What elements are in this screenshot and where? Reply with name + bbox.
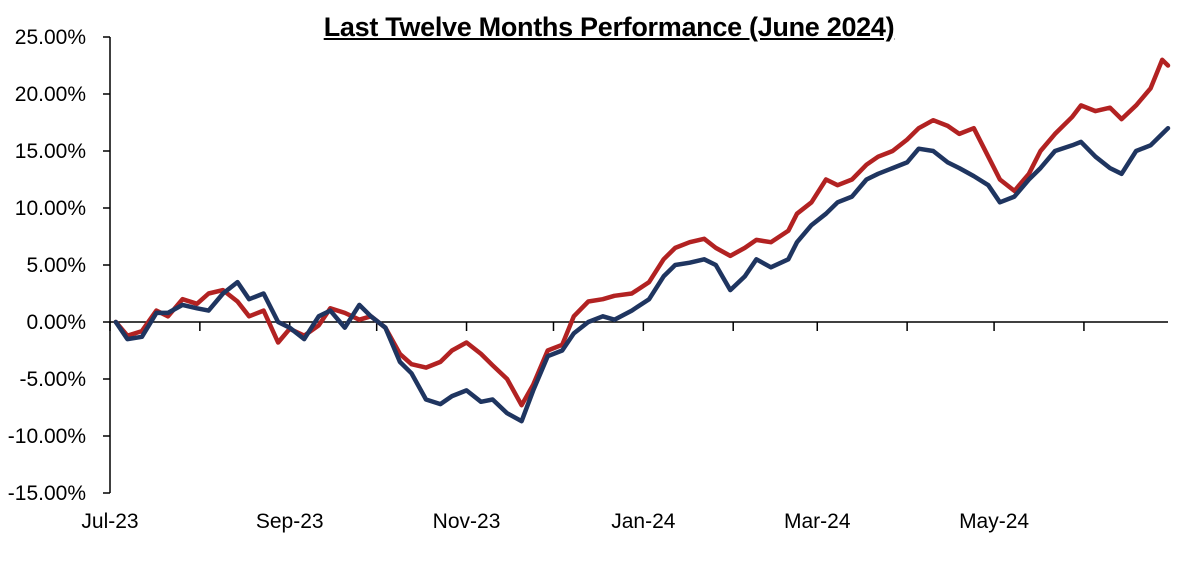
- x-tick-label: Sep-23: [256, 510, 324, 533]
- y-tick-label: -10.00%: [8, 425, 86, 448]
- y-tick-label: -5.00%: [19, 368, 86, 391]
- y-tick-label: 0.00%: [26, 311, 86, 334]
- chart-title: Last Twelve Months Performance (June 202…: [323, 12, 895, 42]
- y-tick-label: 20.00%: [15, 83, 86, 106]
- x-tick-label: May-24: [959, 510, 1029, 533]
- series-line-2: [113, 125, 1171, 424]
- y-tick-label: 15.00%: [15, 140, 86, 163]
- y-tick-label: 10.00%: [15, 197, 86, 220]
- y-tick-label: 5.00%: [26, 254, 86, 277]
- y-tick-label: 25.00%: [15, 26, 86, 49]
- x-tick-label: Jan-24: [611, 510, 676, 533]
- x-tick-label: Mar-24: [784, 510, 851, 533]
- x-tick-label: Nov-23: [433, 510, 501, 533]
- x-tick-label: Jul-23: [81, 510, 138, 533]
- series-line-1: [113, 57, 1171, 408]
- y-tick-label: -15.00%: [8, 482, 86, 505]
